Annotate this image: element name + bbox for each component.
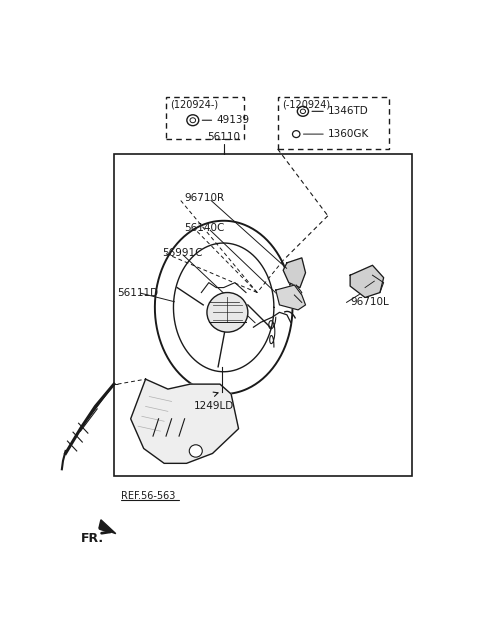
Text: 1346TD: 1346TD [328, 106, 369, 116]
Text: 1249LD: 1249LD [194, 401, 235, 412]
Text: REF.56-563: REF.56-563 [121, 491, 176, 500]
Bar [277, 97, 389, 149]
Text: FR.: FR. [81, 532, 104, 545]
Text: 56140C: 56140C [185, 223, 225, 233]
Polygon shape [283, 258, 305, 287]
Bar [114, 154, 411, 476]
Polygon shape [350, 266, 384, 298]
Text: 96710R: 96710R [185, 194, 225, 203]
Bar [166, 97, 244, 139]
Polygon shape [131, 379, 239, 464]
Text: 56110: 56110 [207, 132, 240, 141]
Ellipse shape [207, 293, 248, 332]
Text: (-120924): (-120924) [282, 100, 330, 110]
Text: 1360GK: 1360GK [328, 129, 369, 139]
Polygon shape [276, 285, 305, 310]
Ellipse shape [189, 445, 202, 457]
Text: (120924-): (120924-) [170, 100, 218, 110]
Text: 56991C: 56991C [162, 248, 203, 258]
Text: 56111D: 56111D [118, 287, 159, 298]
Text: 49139: 49139 [216, 115, 250, 125]
Text: 96710L: 96710L [350, 298, 389, 307]
Polygon shape [99, 520, 116, 534]
